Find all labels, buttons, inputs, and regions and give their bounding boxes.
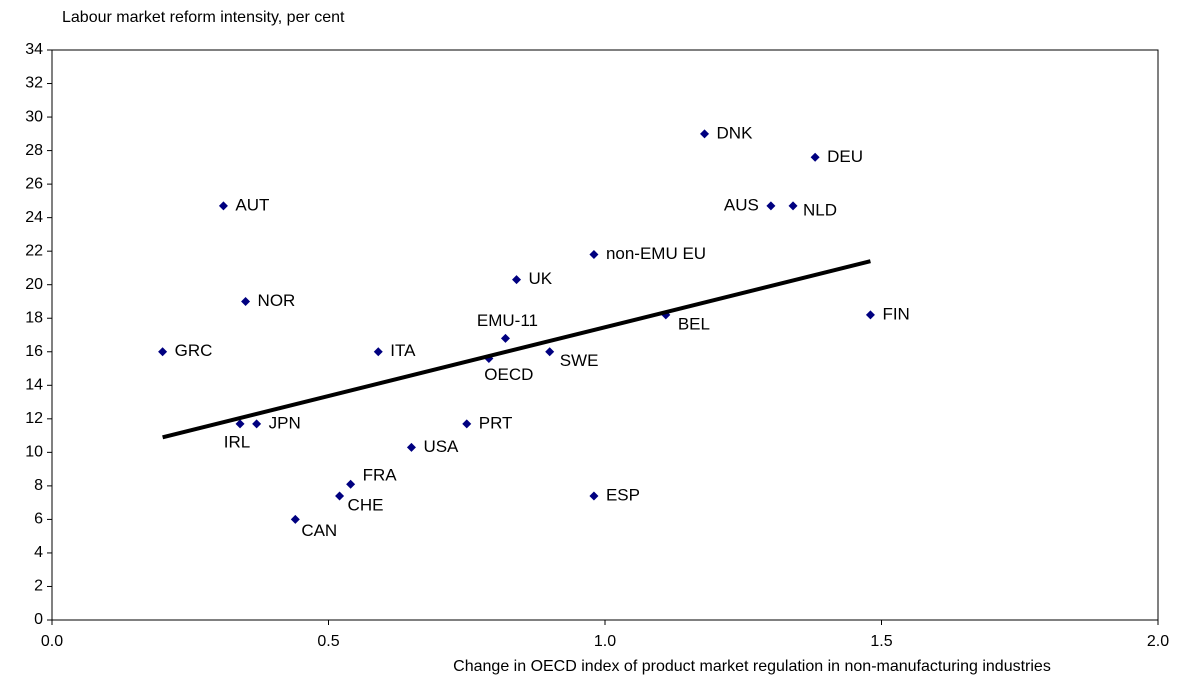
marker: [512, 275, 522, 285]
trend-line: [162, 259, 871, 440]
point-label: NLD: [803, 200, 837, 219]
x-tick-label: 0.0: [41, 633, 63, 650]
point-label: FIN: [882, 304, 909, 323]
marker: [700, 129, 710, 139]
point-label: CHE: [348, 495, 384, 514]
marker: [346, 479, 356, 489]
plot-area: [51, 49, 1159, 621]
y-tick-label: 10: [25, 444, 43, 461]
marker: [589, 491, 599, 501]
y-tick-label: 32: [25, 75, 43, 92]
marker: [218, 201, 228, 211]
point-label: PRT: [479, 413, 513, 432]
marker: [589, 250, 599, 260]
point-label: EMU-11: [477, 311, 538, 330]
marker: [865, 310, 875, 320]
y-tick-label: 22: [25, 242, 43, 259]
point-label: non-EMU EU: [606, 244, 706, 263]
y-tick-label: 30: [25, 108, 43, 125]
marker: [406, 442, 416, 452]
y-tick-label: 14: [25, 377, 43, 394]
y-tick-label: 34: [25, 41, 43, 58]
point-label: GRC: [175, 341, 213, 360]
point-label: BEL: [678, 314, 710, 333]
marker: [766, 201, 776, 211]
point-label: ITA: [390, 341, 416, 360]
point-label: USA: [423, 437, 459, 456]
x-tick-label: 1.5: [870, 633, 892, 650]
marker: [235, 419, 245, 429]
marker: [158, 347, 168, 357]
y-tick-label: 4: [34, 544, 43, 561]
y-tick-label: 20: [25, 276, 43, 293]
y-tick-label: 6: [34, 511, 43, 528]
y-tick-label: 0: [34, 611, 43, 628]
y-tick-label: 8: [34, 477, 43, 494]
point-label: SWE: [560, 351, 599, 370]
point-label: CAN: [301, 521, 337, 540]
y-axis-title: Labour market reform intensity, per cent: [62, 9, 345, 26]
y-tick-label: 2: [34, 578, 43, 595]
point-label: AUT: [235, 195, 269, 214]
point-label: ESP: [606, 485, 640, 504]
x-tick-label: 2.0: [1147, 633, 1169, 650]
point-label: UK: [529, 269, 553, 288]
x-tick-label: 0.5: [317, 633, 339, 650]
marker: [335, 491, 345, 501]
point-label: DNK: [717, 123, 754, 142]
y-tick-label: 24: [25, 209, 43, 226]
point-label: NOR: [258, 291, 296, 310]
point-label: OECD: [484, 365, 533, 384]
y-tick-label: 28: [25, 142, 43, 159]
marker: [500, 333, 510, 343]
point-label: AUS: [724, 195, 759, 214]
point-label: FRA: [363, 466, 398, 485]
marker: [290, 514, 300, 524]
marker: [462, 419, 472, 429]
point-label: JPN: [269, 413, 301, 432]
marker: [373, 347, 383, 357]
x-axis-title: Change in OECD index of product market r…: [453, 658, 1051, 675]
marker: [545, 347, 555, 357]
x-tick-label: 1.0: [594, 633, 616, 650]
point-label: DEU: [827, 147, 863, 166]
marker: [810, 152, 820, 162]
marker: [788, 201, 798, 211]
y-tick-label: 26: [25, 175, 43, 192]
marker: [252, 419, 262, 429]
y-tick-label: 18: [25, 309, 43, 326]
y-tick-label: 16: [25, 343, 43, 360]
marker: [241, 296, 251, 306]
y-tick-label: 12: [25, 410, 43, 427]
point-label: IRL: [224, 432, 250, 451]
